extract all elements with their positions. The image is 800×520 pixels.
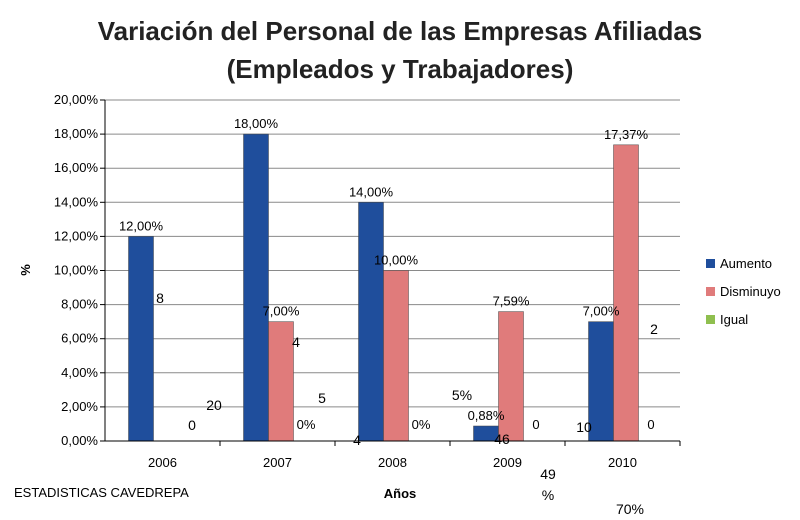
y-tick-label: 4,00% [61, 365, 98, 380]
bar-aumento-2006 [128, 236, 154, 442]
x-tick-label: 2010 [608, 455, 637, 470]
x-axis-label: Años [384, 486, 417, 501]
data-labels: 12,00% 18,00% 7,00% 0% 14,00% 10,00% 0% 0,88% 7,… [119, 116, 655, 432]
stray-label: % [542, 487, 554, 503]
data-label: 7,00% [263, 304, 300, 319]
data-label: 14,00% [349, 184, 394, 199]
y-tick-label: 18,00% [54, 126, 99, 141]
y-tick-label: 20,00% [54, 92, 99, 107]
legend-swatch-aumento [706, 259, 715, 268]
y-tick-label: 2,00% [61, 399, 98, 414]
bar-disminuyo-2008 [383, 270, 409, 442]
y-tick-label: 0,00% [61, 433, 98, 448]
legend-label-aumento: Aumento [720, 256, 772, 271]
stray-label: 8 [156, 290, 164, 306]
stray-label: 5 [318, 390, 326, 406]
bar-disminuyo-2010 [613, 144, 639, 442]
legend: Aumento Disminuyo Igual [706, 256, 781, 327]
y-tick-label: 6,00% [61, 331, 98, 346]
chart-title-line-1: Variación del Personal de las Empresas A… [98, 16, 703, 46]
data-label: 10,00% [374, 253, 419, 268]
stray-label: 4 [353, 432, 361, 448]
bars [128, 133, 639, 442]
bar-aumento-2007 [243, 133, 269, 442]
stray-labels: 8 0 20 4 5 4 5% 46 49% 10 2 70% [156, 290, 658, 517]
legend-label-disminuyo: Disminuyo [720, 284, 781, 299]
x-tick-label: 2007 [263, 455, 292, 470]
x-tick-label: 2006 [148, 455, 177, 470]
stray-label: 2 [650, 321, 658, 337]
stray-label: 70% [616, 501, 644, 517]
chart-title: Variación del Personal de las Empresas A… [98, 16, 703, 84]
x-axis-ticks: 2006 2007 2008 2009 2010 [148, 441, 681, 470]
stray-label: 0 [188, 417, 196, 433]
y-axis-ticks: 0,00% 2,00% 4,00% 6,00% 8,00% 10,00% 12,00% 14,… [54, 92, 105, 448]
y-tick-label: 16,00% [54, 160, 99, 175]
stray-label: 10 [576, 419, 592, 435]
stray-label: 5% [452, 387, 472, 403]
y-axis-label: % [18, 264, 33, 276]
y-tick-label: 12,00% [54, 228, 99, 243]
bar-aumento-2008 [358, 202, 384, 442]
x-tick-label: 2009 [493, 455, 522, 470]
chart-title-line-2: (Empleados y Trabajadores) [227, 54, 574, 84]
stray-label: 49 [540, 466, 556, 482]
bar-disminuyo-2009 [498, 311, 524, 442]
source-credit: ESTADISTICAS CAVEDREPA [14, 485, 189, 500]
stray-label: 20 [206, 397, 222, 413]
data-label: 12,00% [119, 218, 164, 233]
data-label: 7,59% [493, 294, 530, 309]
data-label: 0 [532, 417, 539, 432]
bar-disminuyo-2007 [268, 321, 294, 442]
data-label: 0% [412, 417, 431, 432]
data-label: 0% [297, 417, 316, 432]
y-tick-label: 14,00% [54, 194, 99, 209]
stray-label: 4 [292, 334, 300, 350]
legend-label-igual: Igual [720, 312, 748, 327]
stray-label: 46 [494, 431, 510, 447]
y-tick-label: 10,00% [54, 263, 99, 278]
data-label: 7,00% [583, 304, 620, 319]
data-label: 0 [647, 417, 654, 432]
data-label: 0,88% [468, 408, 505, 423]
data-label: 18,00% [234, 116, 279, 131]
y-tick-label: 8,00% [61, 297, 98, 312]
bar-aumento-2010 [588, 321, 614, 442]
legend-swatch-disminuyo [706, 287, 715, 296]
x-tick-label: 2008 [378, 455, 407, 470]
legend-swatch-igual [706, 315, 715, 324]
data-label: 17,37% [604, 127, 649, 142]
